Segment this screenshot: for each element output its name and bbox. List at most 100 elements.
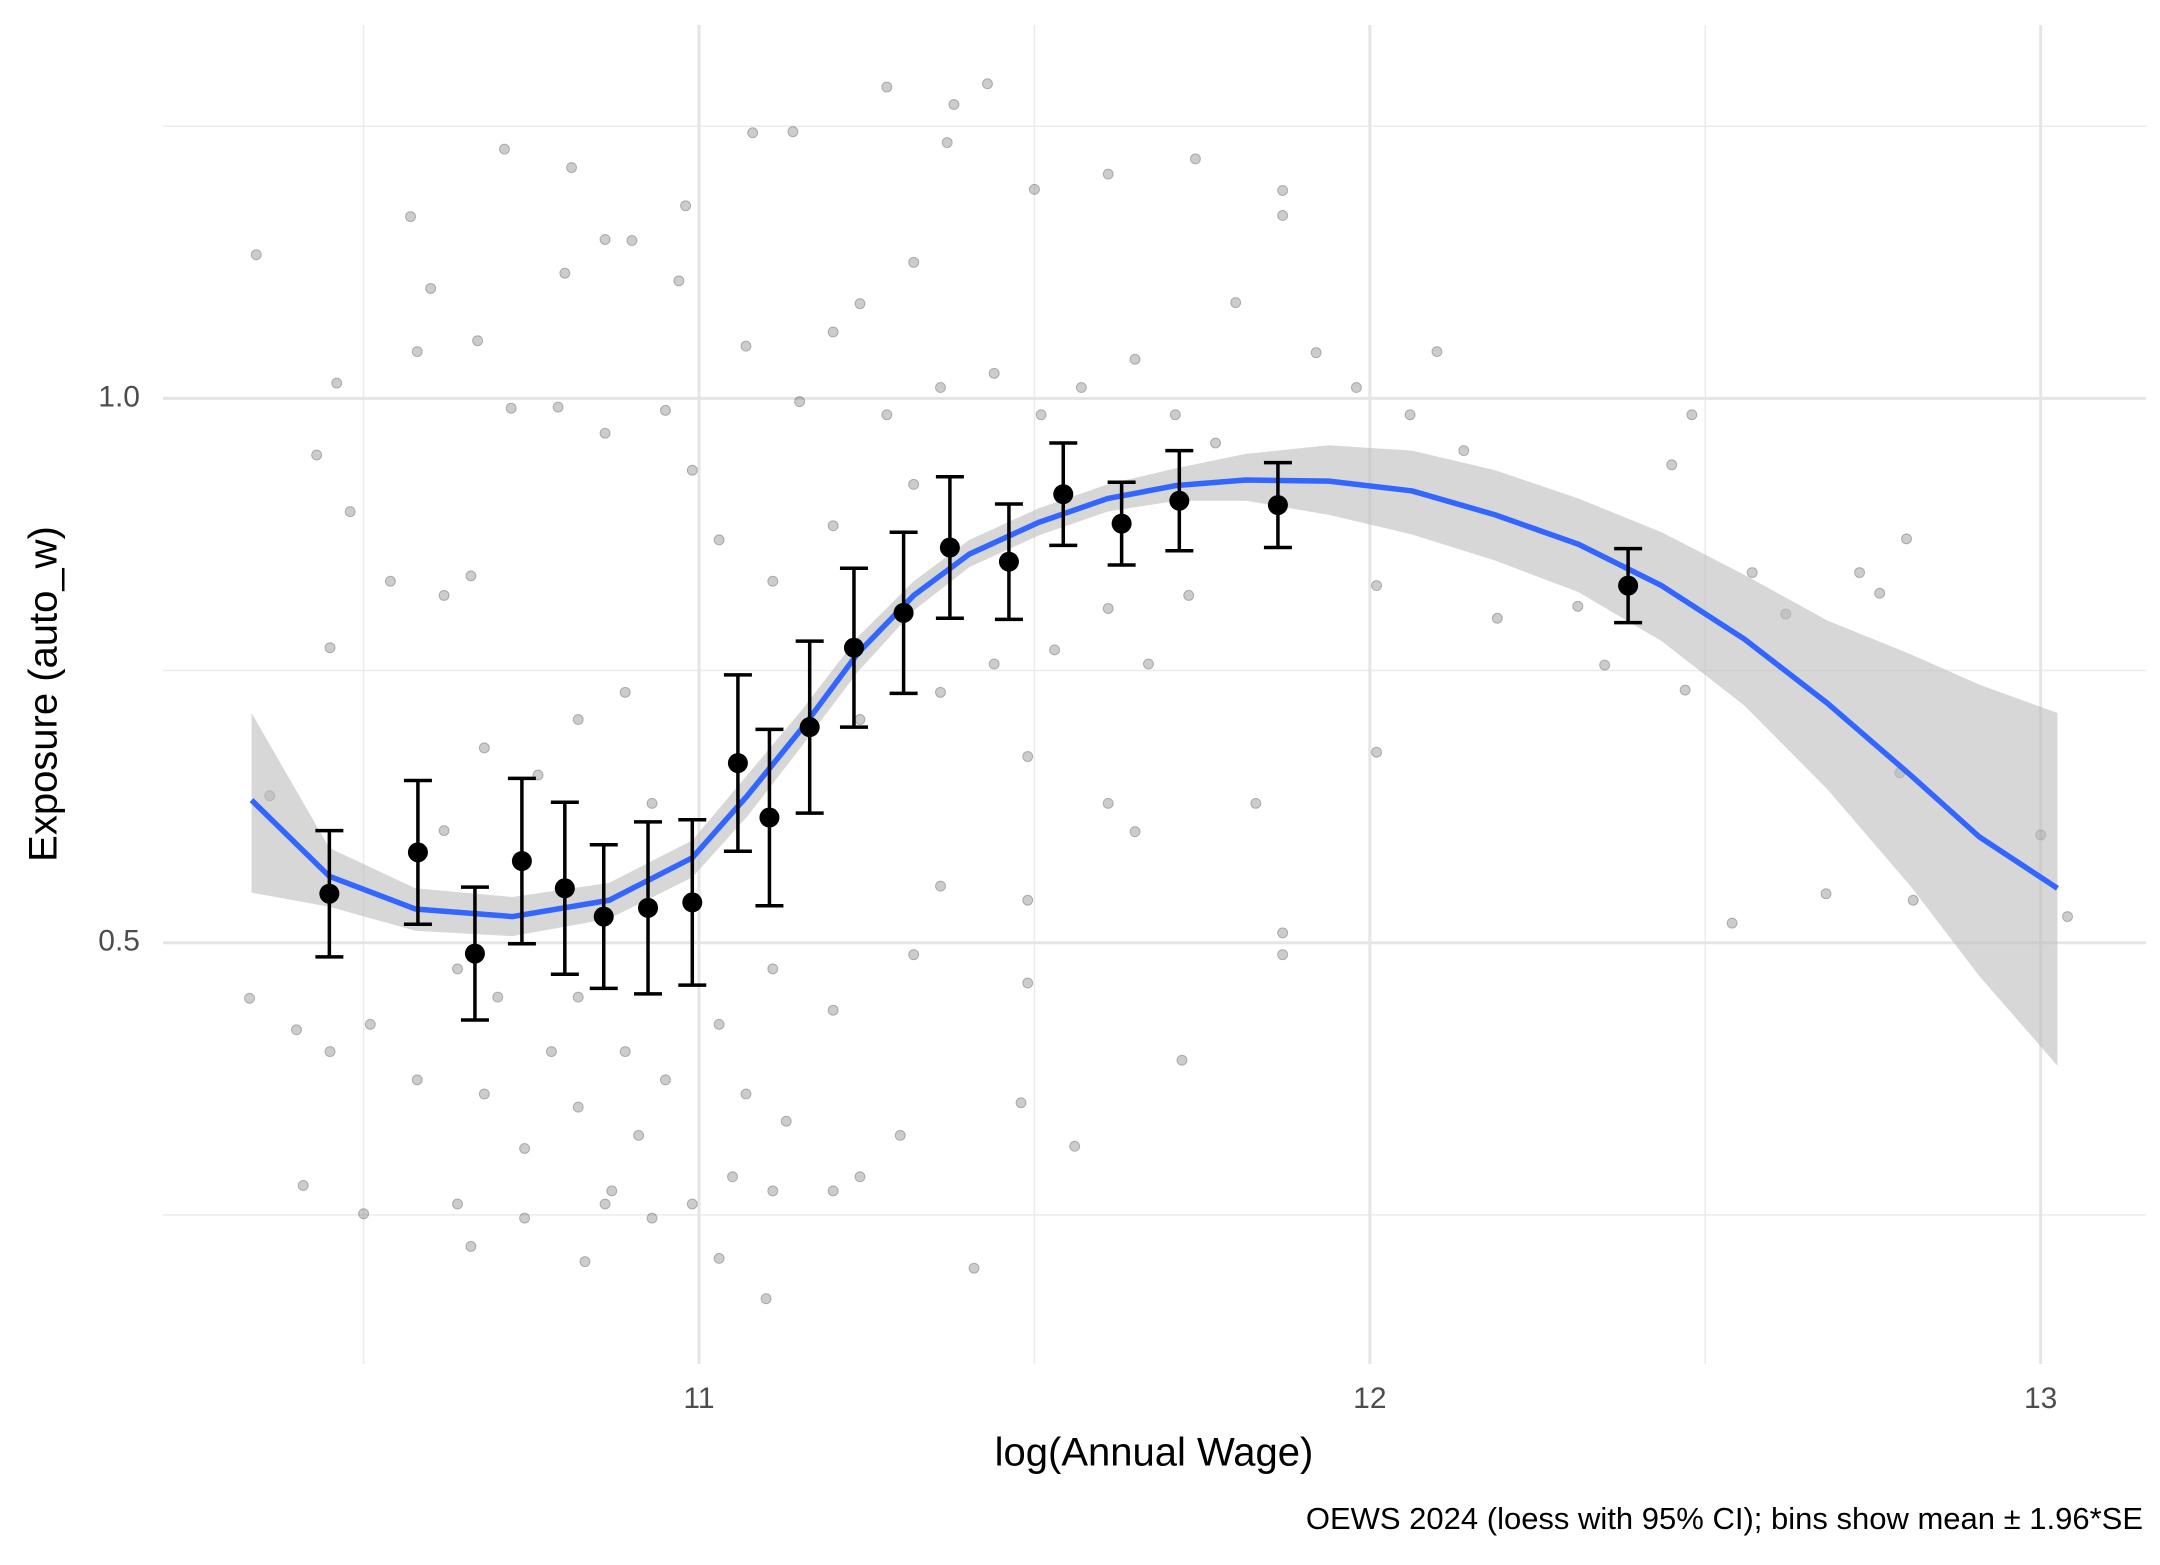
scatter-point: [559, 267, 571, 279]
bin-mean: [727, 753, 748, 774]
scatter-point: [1250, 797, 1262, 809]
scatter-point: [465, 570, 477, 582]
scatter-point: [344, 506, 356, 518]
scatter-point: [1686, 409, 1698, 421]
scatter-point: [941, 137, 953, 149]
scatter-point: [438, 589, 450, 601]
scatter-point: [827, 1004, 839, 1016]
bin-mean: [998, 551, 1019, 572]
scatter-point: [2062, 911, 2074, 923]
scatter-point: [451, 963, 463, 975]
bin-mean: [682, 892, 703, 913]
scatter-point: [1404, 409, 1416, 421]
scatter-point: [1277, 949, 1289, 961]
bin-mean: [843, 637, 864, 658]
scatter-point: [1350, 382, 1362, 394]
scatter-point: [599, 427, 611, 439]
scatter-point: [760, 1293, 772, 1305]
scatter-point: [297, 1179, 309, 1191]
scatter-point: [1277, 184, 1289, 196]
scatter-point: [384, 575, 396, 587]
scatter-point: [1022, 894, 1034, 906]
scatter-point: [1431, 346, 1443, 358]
scatter-point: [854, 1171, 866, 1183]
scatter-point: [881, 81, 893, 93]
scatter-point: [1022, 751, 1034, 763]
scatter-point: [1102, 168, 1114, 180]
scatter-point: [1679, 684, 1691, 696]
scatter-point: [908, 256, 920, 268]
scatter-point: [438, 825, 450, 837]
scatter-point: [1820, 888, 1832, 900]
scatter-point: [1746, 567, 1758, 579]
y-tick-label: 0.5: [98, 925, 140, 958]
scatter-point: [740, 1088, 752, 1100]
x-tick-label: 12: [1353, 1382, 1386, 1415]
scatter-point: [988, 367, 1000, 379]
scatter-point: [686, 1198, 698, 1210]
scatter-point: [747, 127, 759, 139]
scatter-point: [1142, 658, 1154, 670]
scatter-point: [1854, 567, 1866, 579]
scatter-point: [619, 686, 631, 698]
scatter-point: [1371, 580, 1383, 592]
scatter-point: [968, 1262, 980, 1274]
scatter-point: [519, 1142, 531, 1154]
scatter-point: [854, 298, 866, 310]
bin-mean: [407, 842, 428, 863]
scatter-point: [599, 1198, 611, 1210]
scatter-point: [988, 658, 1000, 670]
scatter-point: [1022, 977, 1034, 989]
bin-mean: [319, 883, 340, 904]
scatter-point: [472, 335, 484, 347]
scatter-point: [244, 992, 256, 1004]
scatter-point: [250, 249, 262, 261]
scatter-point: [478, 742, 490, 754]
scatter-point: [1907, 894, 1919, 906]
scatter-point: [290, 1024, 302, 1036]
bin-mean: [511, 851, 532, 872]
scatter-point: [1169, 409, 1181, 421]
scatter-point: [659, 404, 671, 416]
scatter-point: [492, 991, 504, 1003]
scatter-point: [1183, 589, 1195, 601]
scatter-point: [1102, 602, 1114, 614]
bin-mean: [939, 537, 960, 558]
scatter-point: [713, 1018, 725, 1030]
scatter-point: [626, 235, 638, 247]
scatter-point: [646, 1212, 658, 1224]
scatter-point: [411, 1074, 423, 1086]
scatter-point: [599, 233, 611, 245]
scatter-point: [1666, 459, 1678, 471]
scatter-point: [572, 1101, 584, 1113]
bin-mean: [893, 602, 914, 623]
scatter-point: [740, 340, 752, 352]
scatter-point: [948, 98, 960, 110]
scatter-point: [324, 642, 336, 654]
scatter-point: [787, 126, 799, 138]
scatter-point: [572, 991, 584, 1003]
scatter-point: [633, 1129, 645, 1141]
scatter-point: [619, 1046, 631, 1058]
scatter-point: [572, 714, 584, 726]
scatter-point: [827, 1185, 839, 1197]
scatter-point: [686, 464, 698, 476]
scatter-point: [1028, 183, 1040, 195]
scatter-point: [935, 382, 947, 394]
scatter-point: [498, 143, 510, 155]
scatter-point: [411, 346, 423, 358]
scatter-point: [713, 1252, 725, 1264]
scatter-point: [1726, 917, 1738, 929]
x-axis-title: log(Annual Wage): [995, 1431, 1314, 1475]
scatter-point: [451, 1198, 463, 1210]
x-tick-label: 11: [683, 1382, 714, 1415]
scatter-point: [881, 409, 893, 421]
scatter-point: [646, 797, 658, 809]
scatter-point: [767, 963, 779, 975]
scatter-point: [1371, 746, 1383, 758]
scatter-point: [364, 1018, 376, 1030]
scatter-point: [1189, 153, 1201, 165]
scatter-point: [566, 162, 578, 174]
scatter-point: [935, 880, 947, 892]
scatter-point: [767, 575, 779, 587]
